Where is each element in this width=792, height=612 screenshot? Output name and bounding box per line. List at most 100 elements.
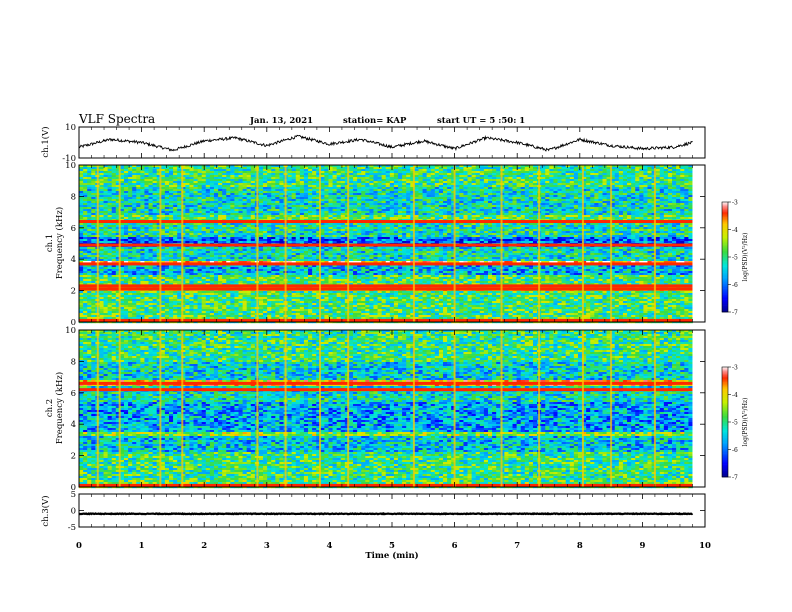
spectrogram-cell [222,195,226,197]
spectrogram-cell [423,197,427,199]
spectrogram-cell [259,191,263,193]
spectrogram-cell [353,213,357,215]
spectrogram-cell [300,197,304,199]
spectrogram-cell [251,201,255,203]
spectrogram-cell [373,185,377,187]
spectrogram-cell [468,217,472,219]
spectrogram-cell [619,227,623,229]
spectrogram-cell [476,199,480,201]
spectrogram-cell [288,205,292,207]
spectrogram-cell [230,173,234,175]
spectrogram-cell [198,211,202,213]
spectrogram-cell [369,191,373,193]
spectrogram-cell [414,217,418,219]
spectrogram-cell [414,193,418,195]
spectrogram-cell [656,213,660,215]
spectrogram-cell [418,199,422,201]
spectrogram-cell [541,185,545,187]
spectrogram-cell [676,187,680,189]
spectrogram-cell [468,203,472,205]
spectrogram-cell [603,183,607,185]
spectrogram-cell [427,169,431,171]
spectrogram-cell [341,227,345,229]
spectrogram-cell [643,209,647,211]
spectrogram-cell [656,175,660,177]
spectrogram-cell [574,227,578,229]
spectrogram-cell [222,211,226,213]
spectrogram-cell [108,203,112,205]
spectrogram-cell [300,199,304,201]
spectrogram-cell [239,171,243,173]
spectrogram-cell [206,213,210,215]
spectrogram-cell [153,205,157,207]
spectrogram-cell [472,215,476,217]
spectrogram-cell [153,231,157,233]
spectrogram-cell [161,207,165,209]
spectrogram-cell [627,169,631,171]
spectrogram-cell [476,197,480,199]
spectrogram-cell [558,191,562,193]
spectrogram-cell [447,201,451,203]
spectrogram-cell [206,227,210,229]
spectrogram-cell [660,203,664,205]
spectrogram-cell [83,193,87,195]
spectrogram-cell [508,189,512,191]
spectrogram-cell [549,201,553,203]
spectrogram-cell [308,167,312,169]
spectrogram-cell [267,223,271,225]
spectrogram-cell [455,209,459,211]
spectrogram-cell [263,175,267,177]
spectrogram-cell [476,171,480,173]
spectrogram-cell [688,189,692,191]
spectrogram-cell [91,211,95,213]
spectrogram-cell [594,185,598,187]
spectrogram-cell [189,231,193,233]
spectrogram-cell [108,229,112,231]
spectrogram-cell [414,183,418,185]
spectrogram-cell [615,209,619,211]
spectrogram-cell [390,209,394,211]
spectrogram-cell [308,229,312,231]
spectrogram-cell [639,199,643,201]
spectrogram-cell [492,193,496,195]
spectrogram-cell [312,173,316,175]
spectrogram-cell [243,205,247,207]
spectrogram-cell [361,197,365,199]
spectrogram-cell [378,227,382,229]
spectrogram-cell [373,195,377,197]
spectrogram-cell [660,189,664,191]
spectrogram-cell [373,201,377,203]
spectrogram-cell [132,227,136,229]
spectrogram-cell [406,189,410,191]
spectrogram-cell [684,185,688,187]
spectrogram-cell [378,199,382,201]
spectrogram-cell [79,213,83,215]
spectrogram-cell [328,227,332,229]
spectrogram-cell [369,215,373,217]
spectrogram-cell [541,229,545,231]
spectrogram-cell [680,209,684,211]
spectrogram-cell [112,177,116,179]
spectrogram-cell [578,195,582,197]
spectrogram-cell [251,173,255,175]
spectrogram-cell [574,205,578,207]
spectrogram-cell [271,185,275,187]
spectrogram-cell [279,207,283,209]
spectrogram-cell [684,175,688,177]
spectrogram-cell [390,203,394,205]
spectrogram-cell [672,215,676,217]
spectrogram-cell [149,227,153,229]
spectrogram-cell [484,185,488,187]
vlf-spectra-figure: VLF Spectra Jan. 13, 2021 station= KAP s… [0,0,792,612]
spectrogram-cell [664,201,668,203]
spectrogram-cell [476,203,480,205]
spectrogram-cell [631,169,635,171]
spectrogram-cell [263,195,267,197]
spectrogram-cell [300,179,304,181]
spectrogram-cell [83,203,87,205]
spectrogram-cell [173,181,177,183]
spectrogram-cell [472,213,476,215]
spectrogram-cell [394,207,398,209]
spectrogram-cell [553,179,557,181]
spectrogram-cell [341,223,345,225]
